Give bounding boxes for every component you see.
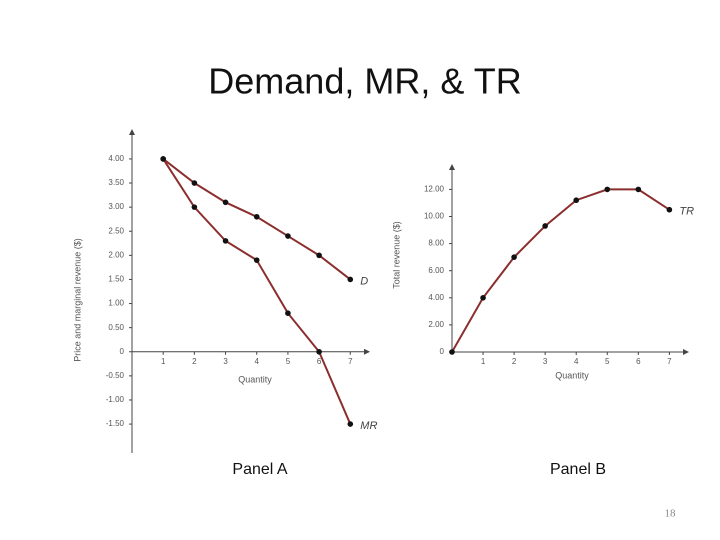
x-tick-label: 4 bbox=[574, 357, 579, 366]
panel-caption: Panel B bbox=[550, 461, 606, 478]
x-tick-label: 5 bbox=[286, 357, 291, 366]
data-point bbox=[253, 257, 260, 263]
series-label: MR bbox=[360, 420, 377, 432]
data-point bbox=[542, 223, 548, 229]
y-tick-label: 2.50 bbox=[108, 226, 124, 235]
data-point bbox=[573, 197, 580, 204]
y-axis-label: Total revenue ($) bbox=[391, 221, 401, 289]
x-tick-label: 1 bbox=[161, 357, 166, 366]
x-tick-label: 6 bbox=[636, 357, 641, 366]
data-point bbox=[316, 348, 322, 355]
data-point bbox=[449, 349, 455, 355]
data-point bbox=[666, 206, 673, 213]
x-tick-label: 7 bbox=[667, 357, 672, 366]
y-tick-label: 6.00 bbox=[428, 266, 444, 275]
y-axis-label: Price and marginal revenue ($) bbox=[72, 238, 82, 362]
data-point bbox=[635, 186, 642, 193]
data-point bbox=[480, 294, 486, 301]
y-tick-label: 3.00 bbox=[108, 202, 124, 211]
y-tick-label: 1.00 bbox=[108, 299, 124, 308]
y-tick-label: -0.50 bbox=[106, 371, 125, 380]
series-label: TR bbox=[679, 206, 694, 218]
x-tick-label: 1 bbox=[481, 357, 486, 366]
data-point bbox=[191, 204, 198, 210]
data-point bbox=[604, 186, 611, 193]
x-tick-label: 2 bbox=[192, 357, 197, 366]
data-point bbox=[253, 213, 260, 220]
data-point bbox=[511, 254, 517, 260]
data-point bbox=[160, 156, 166, 162]
y-tick-label: 0.50 bbox=[108, 323, 124, 332]
panel-caption: Panel A bbox=[232, 461, 287, 478]
series-label: D bbox=[360, 275, 368, 287]
y-tick-label: -1.50 bbox=[106, 419, 125, 428]
x-tick-label: 3 bbox=[543, 357, 548, 366]
y-tick-label: 8.00 bbox=[428, 239, 444, 248]
y-tick-label: -1.00 bbox=[106, 395, 125, 404]
y-tick-label: 12.00 bbox=[424, 185, 445, 194]
y-tick-label: 0 bbox=[440, 347, 445, 356]
x-tick-label: 6 bbox=[317, 357, 322, 366]
data-point bbox=[347, 421, 354, 427]
y-tick-label: 0 bbox=[120, 347, 125, 356]
x-axis-label: Quantity bbox=[555, 370, 589, 380]
data-point bbox=[316, 252, 322, 259]
data-point bbox=[222, 238, 229, 244]
y-tick-label: 4.00 bbox=[428, 293, 444, 302]
y-tick-label: 1.50 bbox=[108, 275, 124, 284]
data-point bbox=[285, 310, 291, 316]
x-tick-label: 4 bbox=[255, 357, 260, 366]
y-tick-label: 3.50 bbox=[108, 178, 124, 187]
x-tick-label: 5 bbox=[605, 357, 610, 366]
series-line bbox=[451, 188, 670, 353]
data-point bbox=[285, 233, 291, 239]
y-tick-label: 2.00 bbox=[108, 250, 124, 259]
x-tick-label: 7 bbox=[348, 357, 353, 366]
data-point bbox=[191, 180, 198, 186]
y-tick-label: 4.00 bbox=[108, 154, 124, 163]
y-tick-label: 10.00 bbox=[424, 212, 445, 221]
data-point bbox=[222, 199, 229, 206]
x-axis-label: Quantity bbox=[238, 374, 272, 384]
data-point bbox=[347, 276, 354, 283]
y-tick-label: 2.00 bbox=[428, 320, 444, 329]
x-tick-label: 2 bbox=[512, 357, 517, 366]
x-tick-label: 3 bbox=[223, 357, 228, 366]
slide-title: Demand, MR, & TR bbox=[208, 61, 521, 102]
page-number: 18 bbox=[665, 508, 677, 520]
